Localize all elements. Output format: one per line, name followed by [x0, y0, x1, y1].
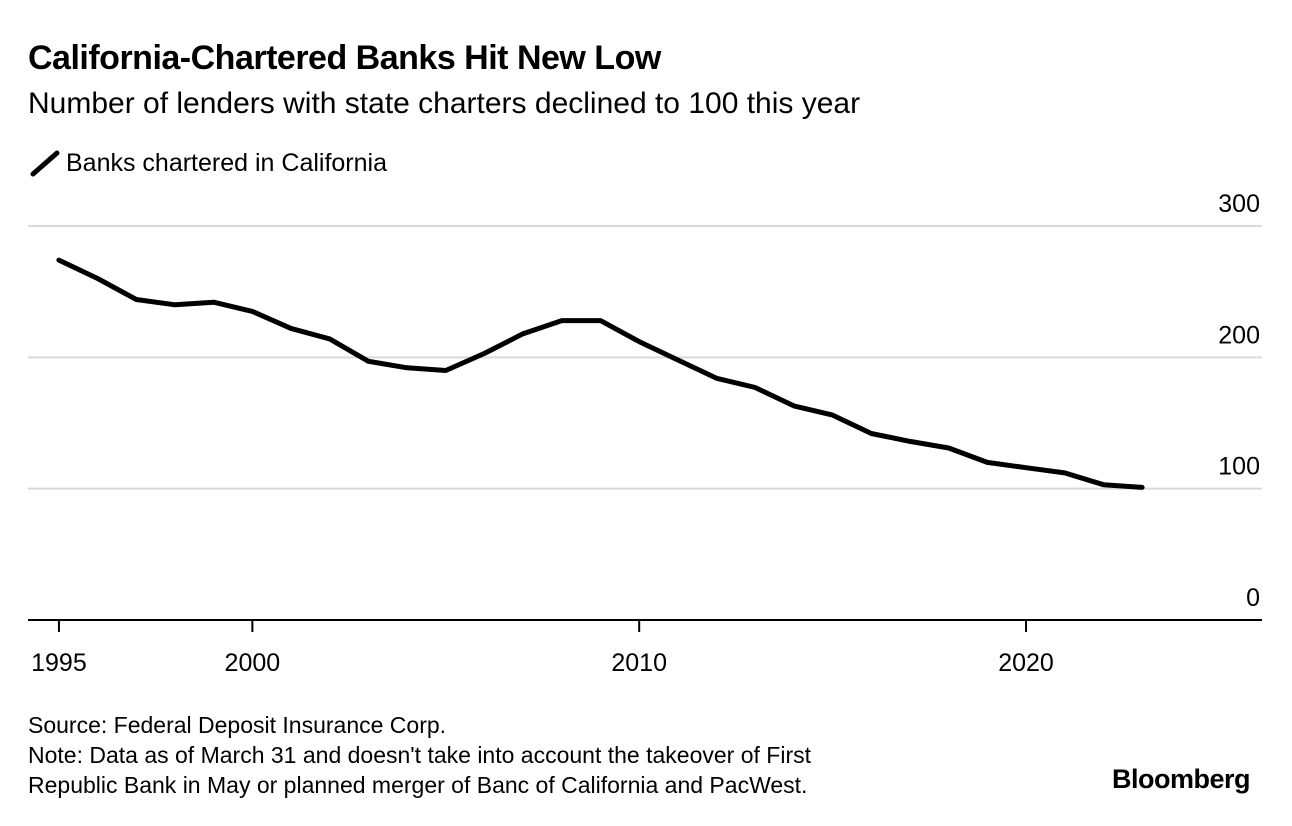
series-layer: [56, 257, 1145, 490]
y-tick-label-300: 300: [1218, 190, 1260, 218]
x-tick-label-2010: 2010: [611, 649, 667, 677]
y-tick-label-0: 0: [1246, 584, 1260, 612]
line-chart: 0 100 200 300 1995 2000 2010 2020: [28, 190, 1262, 677]
y-tick-label-200: 200: [1218, 321, 1260, 349]
footer: Source: Federal Deposit Insurance Corp. …: [28, 710, 811, 800]
bloomberg-logo: Bloomberg: [1112, 764, 1251, 794]
x-tick-label-2020: 2020: [998, 649, 1054, 677]
grid-layer: [28, 225, 1262, 490]
note-line-1: Note: Data as of March 31 and doesn't ta…: [28, 742, 811, 768]
x-tick-label-2000: 2000: [225, 649, 281, 677]
series-line-0: [56, 257, 1145, 490]
legend-label: Banks chartered in California: [66, 148, 387, 177]
legend: Banks chartered in California: [28, 148, 387, 178]
source-note: Source: Federal Deposit Insurance Corp.: [28, 712, 447, 738]
diagonal-line-icon: [30, 150, 60, 177]
x-tick-label-1995: 1995: [31, 649, 87, 677]
label-layer: 0 100 200 300 1995 2000 2010 2020: [31, 190, 1260, 677]
y-tick-label-100: 100: [1218, 453, 1260, 481]
note-line-2: Republic Bank in May or planned merger o…: [28, 772, 808, 798]
axis-layer: [28, 619, 1262, 632]
chart-subtitle: Number of lenders with state charters de…: [28, 87, 861, 120]
chart-title: California-Chartered Banks Hit New Low: [28, 39, 661, 77]
